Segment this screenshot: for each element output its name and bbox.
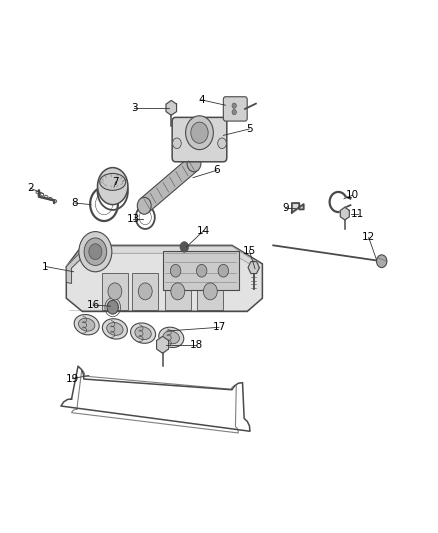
Text: 10: 10	[346, 190, 359, 200]
Circle shape	[171, 283, 185, 300]
Circle shape	[89, 244, 102, 260]
Circle shape	[203, 283, 217, 300]
Circle shape	[98, 167, 128, 205]
Circle shape	[196, 264, 207, 277]
Polygon shape	[162, 251, 239, 290]
Text: 1: 1	[42, 262, 49, 271]
Text: 8: 8	[72, 198, 78, 208]
Polygon shape	[102, 273, 128, 310]
FancyBboxPatch shape	[223, 97, 247, 121]
Circle shape	[137, 197, 151, 214]
Text: 12: 12	[362, 232, 375, 243]
Circle shape	[191, 122, 208, 143]
Ellipse shape	[107, 322, 123, 335]
Ellipse shape	[163, 331, 180, 344]
Text: 18: 18	[190, 340, 203, 350]
Circle shape	[186, 116, 213, 150]
Text: 17: 17	[212, 322, 226, 332]
Circle shape	[187, 155, 201, 172]
Ellipse shape	[159, 327, 184, 348]
Circle shape	[84, 238, 106, 265]
Circle shape	[232, 109, 237, 115]
Text: 5: 5	[246, 124, 253, 134]
Circle shape	[218, 138, 226, 149]
Polygon shape	[248, 262, 259, 273]
Polygon shape	[95, 246, 258, 269]
Ellipse shape	[100, 173, 126, 190]
Text: 13: 13	[127, 214, 140, 224]
Text: 3: 3	[131, 103, 138, 113]
Polygon shape	[165, 273, 191, 310]
Circle shape	[218, 264, 229, 277]
Circle shape	[180, 241, 189, 252]
Text: 15: 15	[243, 246, 256, 256]
Circle shape	[108, 283, 122, 300]
Text: 14: 14	[197, 225, 210, 236]
Circle shape	[107, 300, 118, 314]
Polygon shape	[157, 336, 169, 353]
Ellipse shape	[102, 319, 127, 339]
Polygon shape	[292, 203, 304, 213]
Polygon shape	[66, 245, 262, 311]
Text: 2: 2	[27, 183, 34, 193]
Text: 19: 19	[66, 374, 79, 384]
Ellipse shape	[131, 323, 155, 343]
Circle shape	[232, 103, 237, 108]
Circle shape	[79, 232, 112, 272]
Ellipse shape	[135, 327, 151, 340]
Text: 9: 9	[282, 203, 289, 213]
Text: 6: 6	[213, 165, 220, 175]
Circle shape	[170, 264, 181, 277]
Text: 4: 4	[198, 95, 205, 105]
Polygon shape	[340, 207, 350, 220]
Circle shape	[138, 283, 152, 300]
FancyBboxPatch shape	[172, 117, 227, 162]
Polygon shape	[132, 273, 158, 310]
Polygon shape	[140, 156, 198, 213]
Text: 16: 16	[87, 300, 100, 310]
Polygon shape	[66, 248, 87, 284]
Ellipse shape	[74, 314, 99, 335]
Circle shape	[173, 138, 181, 149]
Text: 7: 7	[113, 177, 119, 187]
Circle shape	[377, 255, 387, 268]
Ellipse shape	[78, 318, 95, 331]
Polygon shape	[197, 273, 223, 310]
Text: 11: 11	[351, 208, 364, 219]
Polygon shape	[166, 100, 177, 115]
